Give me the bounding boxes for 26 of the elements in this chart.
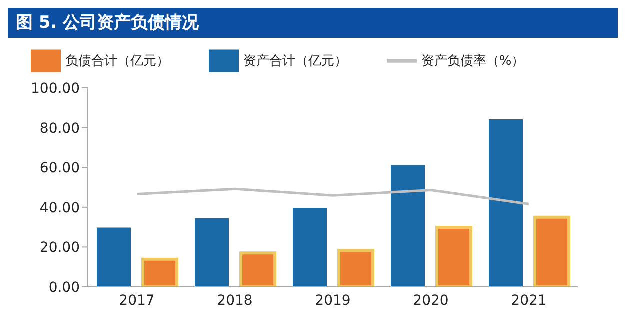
legend-label: 资产负债率（%） xyxy=(421,54,525,69)
x-tick-label: 2017 xyxy=(119,292,155,309)
legend-label: 负债合计（亿元） xyxy=(65,54,170,69)
bar xyxy=(436,226,472,287)
bar xyxy=(97,228,131,287)
x-tick-label: 2021 xyxy=(511,292,547,309)
bar xyxy=(391,165,425,287)
x-tick-label: 2019 xyxy=(315,292,351,309)
x-tick-label: 2018 xyxy=(217,292,253,309)
y-tick-label: 80.00 xyxy=(40,120,80,137)
bar xyxy=(142,258,178,287)
bar xyxy=(489,119,523,287)
y-tick-label: 20.00 xyxy=(40,240,80,256)
bar xyxy=(195,218,229,287)
y-tick-label: 40.00 xyxy=(40,200,80,216)
bar xyxy=(338,249,374,287)
y-tick-label: 0.00 xyxy=(48,280,80,296)
bar xyxy=(293,208,327,287)
y-tick-label: 60.00 xyxy=(40,160,80,177)
chart-title: 图 5. 公司资产负债情况 xyxy=(8,8,618,38)
bar xyxy=(240,252,276,287)
x-tick-label: 2020 xyxy=(413,292,449,309)
y-tick-label: 100.00 xyxy=(31,80,80,97)
legend-label: 资产合计（亿元） xyxy=(243,54,348,69)
bar xyxy=(534,216,570,287)
line-series xyxy=(136,188,530,206)
